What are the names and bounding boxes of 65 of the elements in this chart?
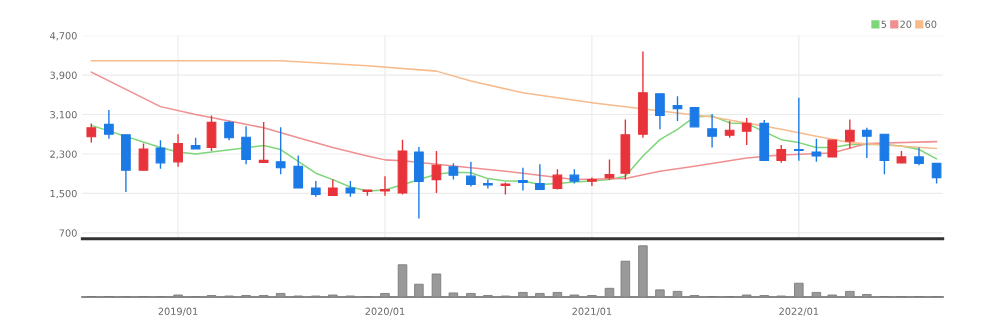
bar bbox=[328, 294, 338, 298]
line-series bbox=[90, 60, 938, 150]
bar bbox=[397, 264, 408, 298]
y-tick-label: 3,100 bbox=[50, 110, 77, 120]
y-tick-label: 3,900 bbox=[50, 71, 77, 80]
bar bbox=[638, 245, 648, 298]
bar bbox=[862, 294, 872, 298]
candlestick bbox=[173, 133, 183, 168]
candlestick bbox=[380, 175, 390, 197]
bar bbox=[431, 273, 442, 298]
candlestick bbox=[604, 158, 615, 181]
line-series bbox=[90, 71, 938, 181]
candlestick bbox=[793, 97, 804, 162]
candlestick bbox=[466, 161, 476, 188]
bar bbox=[414, 283, 424, 298]
candlestick bbox=[258, 121, 269, 164]
candlestick bbox=[431, 150, 442, 194]
candlestick bbox=[655, 93, 665, 131]
candlestick bbox=[86, 122, 97, 144]
candlestick bbox=[811, 137, 822, 163]
candlestick bbox=[138, 142, 149, 171]
x-tick-label: 2020/01 bbox=[365, 307, 405, 316]
x-tick-label: 2019/01 bbox=[158, 307, 198, 316]
bar bbox=[794, 282, 804, 298]
bar bbox=[672, 290, 683, 298]
candlestick bbox=[518, 167, 528, 192]
x-tick-label: 2021/01 bbox=[572, 307, 612, 316]
bar bbox=[466, 293, 476, 298]
bar bbox=[655, 289, 665, 298]
candlestick bbox=[689, 106, 700, 128]
candlestick bbox=[931, 162, 942, 185]
candlestick bbox=[293, 154, 304, 189]
legend-label: 20 bbox=[900, 20, 912, 28]
candlestick bbox=[672, 95, 683, 122]
bar bbox=[518, 292, 528, 298]
bar bbox=[173, 294, 183, 298]
bar bbox=[845, 290, 855, 298]
legend-label: 60 bbox=[925, 20, 937, 28]
bar bbox=[569, 294, 580, 298]
y-tick-label: 700 bbox=[59, 229, 77, 237]
bar bbox=[811, 292, 822, 298]
candlestick bbox=[241, 125, 251, 166]
candlestick bbox=[104, 109, 114, 140]
x-tick-label: 2022/01 bbox=[779, 307, 819, 316]
candlestick bbox=[741, 117, 752, 146]
bar bbox=[535, 293, 545, 298]
candlestick bbox=[275, 126, 286, 175]
y-tick-label: 2,300 bbox=[50, 150, 77, 159]
legend-label: 5 bbox=[881, 20, 887, 28]
candlestick bbox=[224, 120, 234, 141]
bar bbox=[552, 292, 563, 298]
y-tick-label: 4,700 bbox=[50, 32, 77, 41]
bar bbox=[275, 293, 286, 298]
candlestick bbox=[535, 163, 545, 191]
candlestick bbox=[155, 139, 166, 170]
y-tick-label: 1,500 bbox=[50, 189, 77, 199]
candlestick bbox=[707, 113, 717, 149]
bar bbox=[827, 294, 837, 298]
bar bbox=[380, 293, 390, 298]
candlestick bbox=[844, 118, 855, 150]
bar bbox=[620, 260, 631, 298]
bar bbox=[741, 294, 752, 298]
bar bbox=[604, 287, 615, 298]
candlestick bbox=[861, 127, 872, 159]
bar bbox=[448, 292, 459, 298]
